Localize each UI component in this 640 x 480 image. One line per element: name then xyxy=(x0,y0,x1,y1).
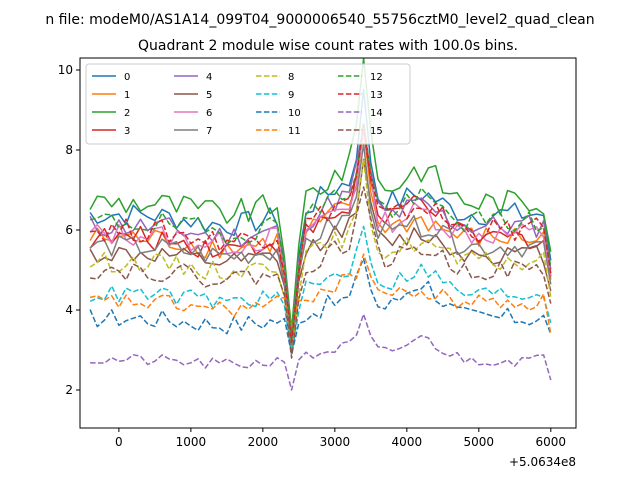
legend-label-1: 1 xyxy=(124,90,130,101)
legend-label-12: 12 xyxy=(370,72,383,83)
legend-label-9: 9 xyxy=(288,90,294,101)
y-tick-label: 4 xyxy=(65,303,73,317)
x-tick-label: 5000 xyxy=(464,435,495,449)
y-tick-label: 6 xyxy=(65,223,73,237)
series-line-0 xyxy=(89,88,552,339)
legend-label-10: 10 xyxy=(288,108,301,119)
legend-label-11: 11 xyxy=(288,126,301,137)
series-line-12 xyxy=(89,122,552,339)
legend-label-8: 8 xyxy=(288,72,294,83)
x-tick-label: 2000 xyxy=(248,435,279,449)
legend-box xyxy=(85,63,411,145)
legend-label-4: 4 xyxy=(206,72,212,83)
legend-label-13: 13 xyxy=(370,90,383,101)
legend-label-5: 5 xyxy=(206,90,212,101)
chart-title: Quadrant 2 module wise count rates with … xyxy=(138,38,518,54)
x-tick-label: 0 xyxy=(115,435,123,449)
series-line-2 xyxy=(89,58,552,331)
series-line-9 xyxy=(89,225,552,355)
legend-label-14: 14 xyxy=(370,108,383,119)
series-line-13 xyxy=(90,123,552,343)
suptitle: n file: modeM0/AS1A14_099T04_9000006540_… xyxy=(45,12,594,28)
legend-label-6: 6 xyxy=(206,108,212,119)
legend-label-15: 15 xyxy=(370,126,383,137)
legend-label-7: 7 xyxy=(206,126,212,137)
legend-label-0: 0 xyxy=(124,72,130,83)
series-line-11 xyxy=(89,253,552,335)
series-line-5 xyxy=(89,158,552,351)
y-tick-label: 2 xyxy=(65,383,73,397)
series-line-10 xyxy=(89,258,552,355)
series-line-7 xyxy=(89,143,552,347)
series-line-4 xyxy=(89,127,552,339)
x-tick-label: 1000 xyxy=(176,435,207,449)
series-line-14 xyxy=(90,313,552,391)
y-tick-label: 8 xyxy=(65,143,73,157)
series-layer xyxy=(89,58,552,391)
plot-frame xyxy=(79,57,577,429)
x-tick-label: 3000 xyxy=(320,435,351,449)
y-tick-label: 10 xyxy=(58,63,73,77)
x-offset-label: +5.0634e8 xyxy=(509,455,576,469)
series-line-6 xyxy=(89,124,552,343)
legend-label-3: 3 xyxy=(124,126,130,137)
series-line-8 xyxy=(89,158,552,355)
x-axis: 0 1000 2000 3000 4000 5000 6000 xyxy=(115,428,566,449)
x-tick-label: 4000 xyxy=(392,435,423,449)
y-axis: 2 4 6 8 10 xyxy=(58,63,80,397)
legend-label-2: 2 xyxy=(124,108,130,119)
x-tick-label: 6000 xyxy=(536,435,567,449)
series-line-15 xyxy=(89,186,552,359)
